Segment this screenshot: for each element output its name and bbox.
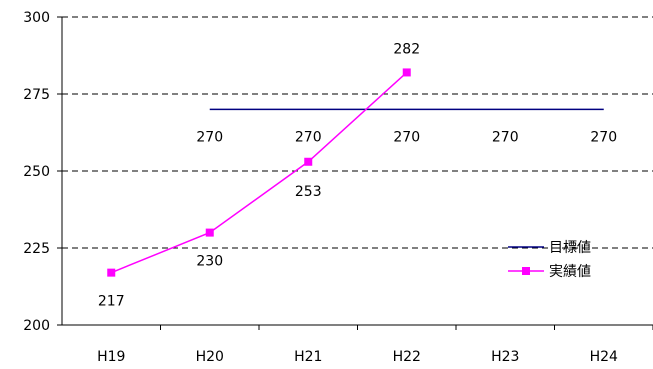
data-point-actual <box>402 68 411 77</box>
data-label-target: 270 <box>492 129 519 145</box>
data-label-actual: 230 <box>196 254 223 270</box>
data-label-target: 270 <box>393 129 420 145</box>
legend-marker-actual <box>522 267 530 275</box>
x-axis-ticks: H19 H20 H21 H22 H23 H24 <box>97 325 653 365</box>
x-tick-label: H24 <box>590 349 618 365</box>
data-label-actual: 217 <box>98 294 125 310</box>
x-tick-label: H22 <box>393 349 421 365</box>
gridlines <box>62 16 653 249</box>
data-label-actual: 282 <box>393 41 420 57</box>
x-tick-label: H21 <box>294 349 322 365</box>
x-tick-label: H23 <box>491 349 519 365</box>
x-tick-label: H20 <box>196 349 224 365</box>
y-tick-label: 275 <box>23 87 50 103</box>
data-labels: 270 270 270 270 270 217 230 253 282 <box>98 41 617 309</box>
data-label-target: 270 <box>196 129 223 145</box>
data-label-actual: 253 <box>295 184 322 200</box>
y-tick-label: 250 <box>23 164 50 180</box>
y-tick-label: 300 <box>23 10 50 26</box>
y-axis-ticks: 200 225 250 275 300 <box>23 10 62 334</box>
legend-label-actual: 実績値 <box>549 264 591 280</box>
data-point-actual <box>205 228 214 237</box>
data-label-target: 270 <box>590 129 617 145</box>
y-tick-label: 225 <box>23 241 50 257</box>
y-tick-label: 200 <box>23 318 50 334</box>
data-point-actual <box>304 157 313 166</box>
series-line-actual <box>110 71 408 274</box>
data-label-target: 270 <box>295 129 322 145</box>
data-point-actual <box>107 268 116 277</box>
x-tick-label: H19 <box>97 349 125 365</box>
legend-label-target: 目標値 <box>549 240 591 256</box>
series-layer <box>107 68 604 277</box>
